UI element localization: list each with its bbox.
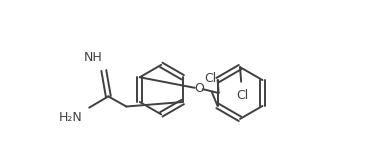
Text: Cl: Cl bbox=[205, 72, 217, 85]
Text: O: O bbox=[194, 82, 204, 95]
Text: Cl: Cl bbox=[236, 89, 248, 101]
Text: NH: NH bbox=[84, 51, 103, 64]
Text: H₂N: H₂N bbox=[59, 111, 83, 124]
